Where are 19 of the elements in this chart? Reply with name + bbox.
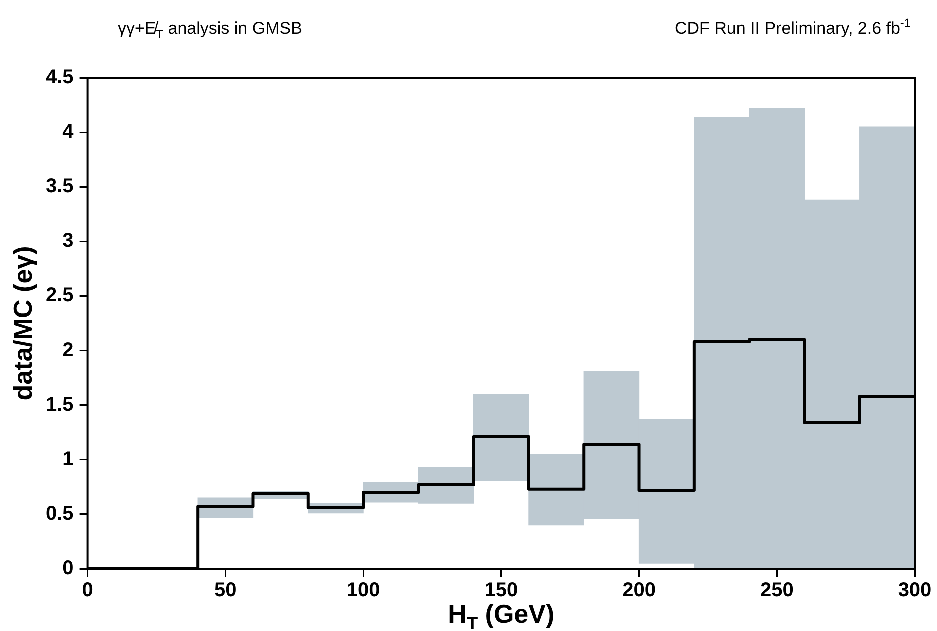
y-axis-title: data/MC (eγ)	[8, 246, 38, 401]
x-tick-label: 50	[214, 580, 237, 602]
y-tick-label: 1	[62, 448, 74, 470]
y-tick-label: 4.5	[46, 66, 74, 89]
y-tick-label: 3	[62, 230, 74, 252]
x-tick-label: 250	[760, 580, 794, 602]
y-tick-label: 2.5	[46, 284, 74, 307]
x-tick-label: 0	[82, 580, 94, 602]
y-tick-label: 1.5	[46, 394, 74, 416]
y-tick-label: 0.5	[46, 502, 74, 525]
y-tick-label: 2	[62, 339, 74, 362]
x-tick-label: 150	[484, 580, 518, 602]
x-tick-label: 200	[622, 580, 656, 602]
y-tick-label: 3.5	[46, 176, 74, 198]
bar	[474, 394, 530, 481]
y-tick-label: 0	[62, 558, 74, 580]
y-tick-label: 4	[62, 121, 75, 144]
x-tick-label: 300	[898, 580, 932, 602]
x-tick-label: 100	[346, 580, 380, 602]
